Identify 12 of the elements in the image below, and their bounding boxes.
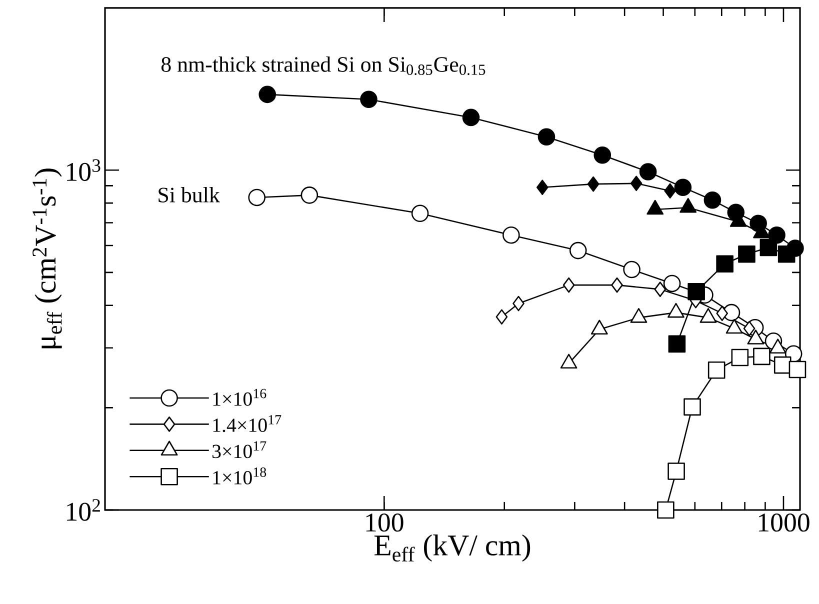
legend-label: 1×10$^{16}$ xyxy=(213,388,266,406)
y-tick-label: 10$^{3}$ xyxy=(67,159,100,181)
x-axis-title: E$_{eff}$ (kV/ cm) xyxy=(374,534,530,562)
text: μ$_{eff}$ (cm$^{2}$V$^{-1}$s$^{-1}$) xyxy=(32,168,62,348)
x-tick-label: 1000 xyxy=(758,514,810,532)
y-tick-label: 10$^{2}$ xyxy=(67,499,100,521)
legend-label: 3×10$^{17}$ xyxy=(212,441,266,458)
legend-label: 1.4×10$^{17}$ xyxy=(213,415,282,432)
x-tick-label: 100 xyxy=(366,514,404,532)
legend-label: 1×10$^{18}$ xyxy=(213,467,266,484)
annotation: 8 nm-thick strained Si on Si$_{0.85}$Ge$_{0.15}$ xyxy=(161,56,486,75)
annotation: Si bulk xyxy=(158,187,220,202)
